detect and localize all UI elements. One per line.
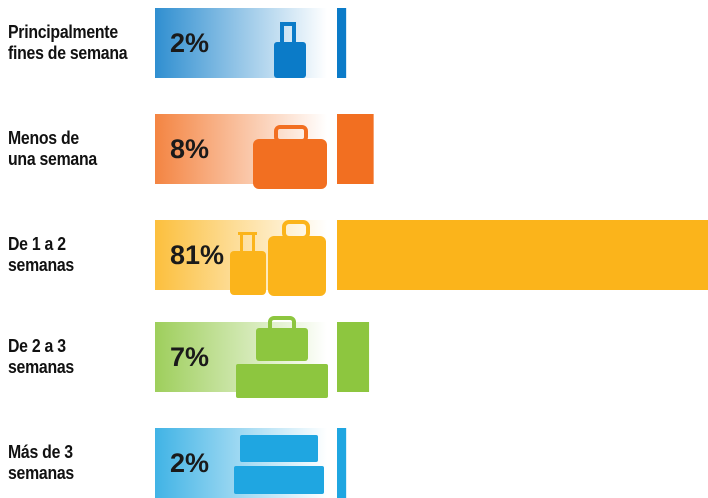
bar <box>337 114 374 184</box>
category-label: Menos de una semana <box>8 128 97 169</box>
value-label: 8% <box>170 134 210 164</box>
value-label: 2% <box>170 448 210 478</box>
bar <box>337 322 370 392</box>
icons <box>230 22 328 494</box>
bar <box>337 220 708 290</box>
bar <box>337 8 347 78</box>
bar <box>337 428 347 498</box>
category-label: Más de 3 semanas <box>8 442 74 483</box>
value-label: 2% <box>170 28 210 58</box>
category-label: Principalmente fines de semana <box>8 22 128 63</box>
category-label: De 1 a 2 semanas <box>8 234 74 275</box>
value-label: 81% <box>170 240 225 270</box>
value-label: 7% <box>170 342 210 372</box>
category-label: De 2 a 3 semanas <box>8 336 74 377</box>
